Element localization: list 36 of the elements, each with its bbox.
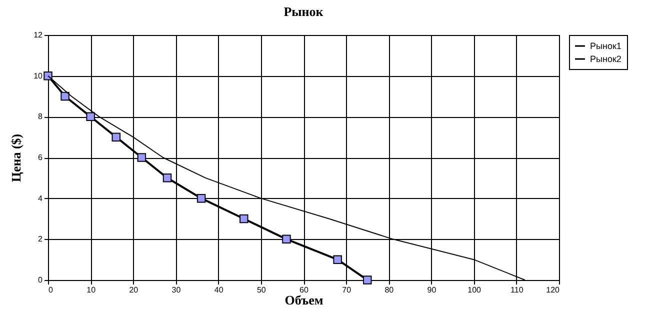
point (333, 255, 342, 264)
x-tick-label: 10 (86, 286, 96, 294)
x-tick-label: 100 (468, 286, 482, 294)
x-tick-label: 50 (256, 286, 266, 294)
y-tick-label: 4 (38, 194, 44, 203)
x-tick-label: 0 (48, 286, 54, 294)
point (282, 234, 291, 244)
legend-label: Рынок2 (590, 54, 622, 64)
x-axis-title: Объем (284, 292, 324, 308)
x-tick-label: 40 (214, 286, 224, 294)
y-tick-label: 12 (34, 30, 44, 40)
y-tick-label: 8 (38, 112, 44, 122)
x-tick-label: 110 (510, 286, 524, 294)
x-tick-label: 80 (384, 286, 394, 294)
x-tick-label: 30 (172, 286, 182, 294)
y-tick-label: 2 (38, 234, 44, 244)
point (44, 71, 52, 80)
legend-label: Рынок1 (590, 41, 622, 51)
point (196, 194, 206, 203)
x-tick-label: 90 (427, 286, 437, 294)
y-tick-label: 6 (38, 153, 44, 162)
y-tick-label: 0 (38, 276, 44, 284)
x-tick-label: 70 (342, 286, 352, 294)
x-tick-label: 60 (300, 286, 309, 294)
point (363, 276, 372, 284)
x-tick-label: 120 (546, 286, 560, 294)
point (162, 174, 172, 182)
x-tick-label: 20 (129, 286, 139, 294)
y-axis-title: Цена ($) (8, 134, 24, 182)
point (240, 214, 248, 224)
y-tick-label: 10 (34, 71, 44, 80)
point (112, 132, 121, 142)
chart-title: Рынок (284, 4, 324, 19)
point (137, 153, 146, 162)
point (86, 112, 95, 122)
point (60, 92, 70, 101)
